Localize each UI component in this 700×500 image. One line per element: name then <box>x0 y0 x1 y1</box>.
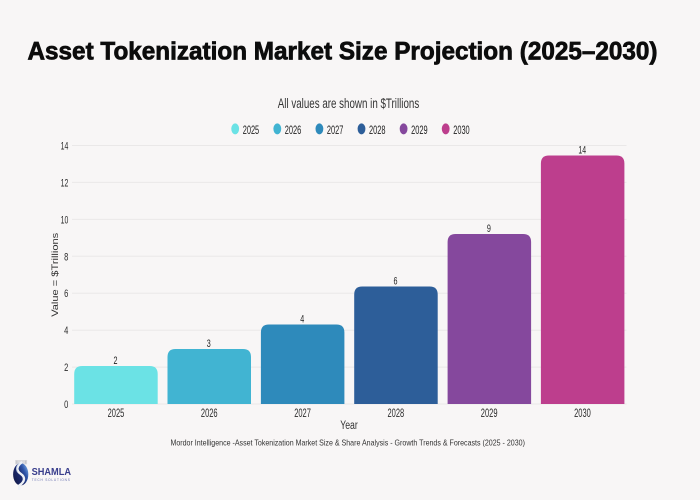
svg-text:14: 14 <box>578 145 586 157</box>
svg-text:TECH SOLUTIONS: TECH SOLUTIONS <box>32 477 71 482</box>
svg-text:SHAMLA: SHAMLA <box>32 467 72 478</box>
svg-text:2026: 2026 <box>285 125 302 137</box>
svg-text:2: 2 <box>64 362 68 374</box>
svg-text:9: 9 <box>487 223 491 235</box>
svg-text:2030: 2030 <box>574 408 591 420</box>
svg-text:2030: 2030 <box>453 125 470 137</box>
svg-text:2029: 2029 <box>411 125 428 137</box>
svg-text:2027: 2027 <box>294 408 311 420</box>
svg-text:6: 6 <box>64 288 68 300</box>
svg-text:14: 14 <box>61 141 69 153</box>
svg-text:6: 6 <box>394 276 398 288</box>
svg-text:4: 4 <box>64 325 68 337</box>
svg-text:2025: 2025 <box>108 408 125 420</box>
svg-text:12: 12 <box>61 177 69 189</box>
svg-text:2028: 2028 <box>369 125 386 137</box>
svg-text:All values are shown in $Trill: All values are shown in $Trillions <box>278 96 420 111</box>
svg-text:8: 8 <box>64 251 68 263</box>
svg-text:3: 3 <box>207 338 211 350</box>
svg-text:2: 2 <box>114 355 118 367</box>
svg-text:4: 4 <box>300 314 304 326</box>
svg-text:Mordor Intelligence -Asset Tok: Mordor Intelligence -Asset Tokenization … <box>170 438 525 448</box>
svg-text:0: 0 <box>64 399 68 411</box>
svg-text:2026: 2026 <box>201 408 218 420</box>
svg-text:2028: 2028 <box>388 408 405 420</box>
svg-text:Asset Tokenization Market Size: Asset Tokenization Market Size Projectio… <box>28 38 658 66</box>
svg-text:10: 10 <box>61 214 69 226</box>
svg-text:2025: 2025 <box>243 125 260 137</box>
svg-text:2027: 2027 <box>327 125 344 137</box>
svg-text:Value = $Trillions: Value = $Trillions <box>50 233 61 317</box>
svg-text:Year: Year <box>340 420 358 432</box>
svg-text:2029: 2029 <box>481 408 498 420</box>
